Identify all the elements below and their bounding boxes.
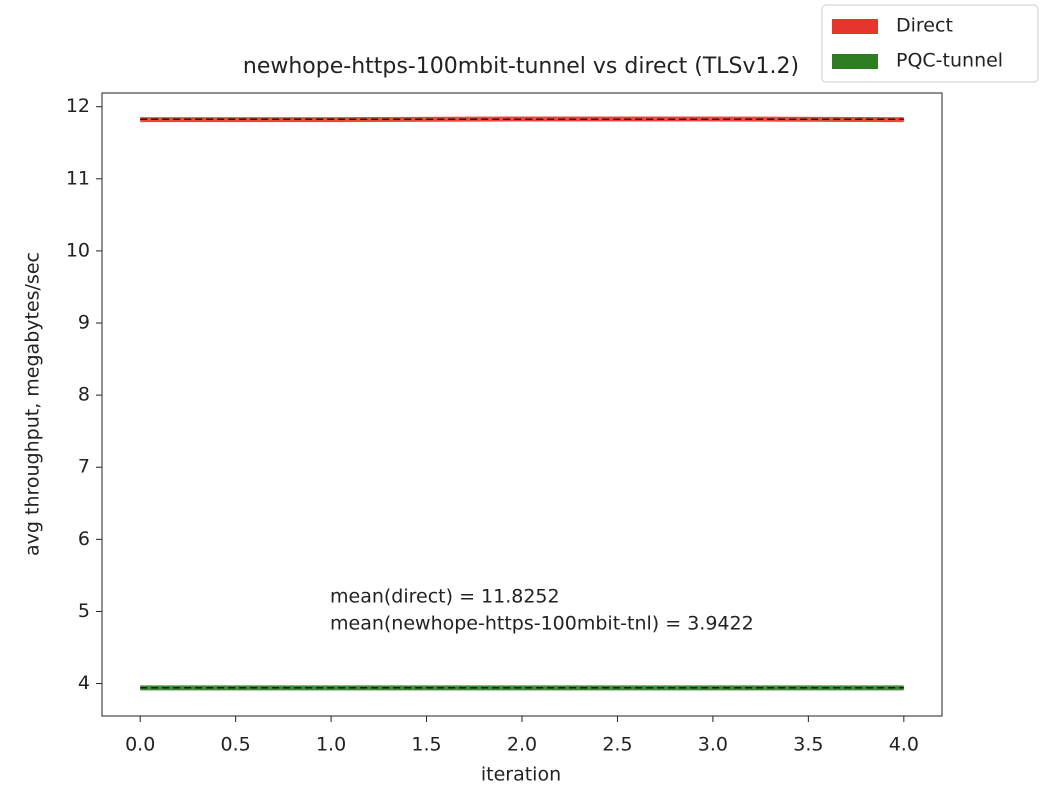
x-tick-label: 1.0	[316, 734, 346, 756]
plot-frame	[101, 92, 943, 717]
legend-swatch	[832, 54, 878, 69]
y-tick-label: 11	[66, 167, 90, 189]
x-axis-label: iteration	[481, 764, 561, 786]
x-tick-label: 3.0	[698, 734, 728, 756]
annotation: mean(newhope-https-100mbit-tnl) = 3.9422	[330, 613, 754, 635]
x-tick-label: 0.0	[125, 734, 155, 756]
y-axis-label: avg throughput, megabytes/sec	[22, 252, 44, 556]
y-tick-label: 8	[78, 384, 90, 406]
y-tick-label: 7	[78, 456, 90, 478]
x-tick-label: 2.5	[602, 734, 632, 756]
legend-label: PQC-tunnel	[896, 50, 1003, 72]
x-tick-label: 1.5	[411, 734, 441, 756]
legend-swatch	[832, 19, 878, 34]
y-tick-label: 9	[78, 312, 90, 334]
y-tick-label: 5	[78, 600, 90, 622]
x-tick-label: 3.5	[793, 734, 823, 756]
y-tick-label: 4	[78, 672, 90, 694]
chart-title: newhope-https-100mbit-tunnel vs direct (…	[243, 54, 799, 79]
x-tick-label: 4.0	[889, 734, 919, 756]
legend-label: Direct	[896, 15, 953, 37]
annotation: mean(direct) = 11.8252	[330, 586, 560, 608]
x-tick-label: 0.5	[221, 734, 251, 756]
y-tick-label: 6	[78, 528, 90, 550]
x-tick-label: 2.0	[507, 734, 537, 756]
y-tick-label: 12	[66, 95, 90, 117]
y-tick-label: 10	[66, 239, 90, 261]
